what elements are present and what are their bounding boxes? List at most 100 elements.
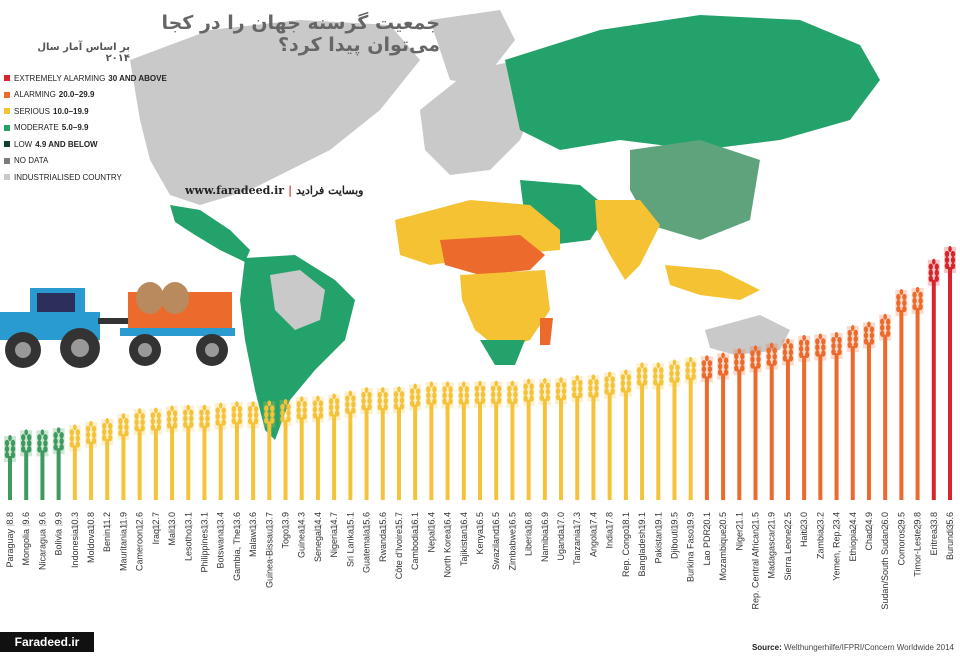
- category-label: Nepal: [426, 529, 436, 553]
- grain-tip: [299, 396, 304, 403]
- grain: [69, 429, 75, 436]
- grain: [555, 387, 561, 395]
- value-label: 16.5: [507, 512, 517, 530]
- bar: [830, 332, 843, 500]
- grain: [426, 398, 431, 405]
- category-label: Togo: [281, 529, 291, 549]
- label-separator: |: [881, 524, 890, 526]
- grain: [734, 359, 739, 366]
- category-label: Rwanda: [378, 529, 388, 562]
- grain-tip: [753, 345, 758, 352]
- value-label: 13.9: [281, 512, 291, 530]
- bar: [247, 401, 260, 500]
- grain: [172, 410, 178, 417]
- category-label: Mali: [167, 529, 177, 546]
- map-south-america: [240, 255, 355, 440]
- category-label: Nigeria: [329, 529, 339, 558]
- category-label: Angola: [588, 529, 598, 557]
- label-separator: |: [752, 524, 761, 526]
- grain: [539, 382, 545, 390]
- label-separator: |: [525, 524, 534, 526]
- grain: [529, 389, 534, 396]
- grain: [950, 256, 956, 264]
- value-label: 26.0: [880, 512, 890, 530]
- bar: [279, 399, 292, 500]
- legend-range: 30 AND ABOVE: [108, 73, 167, 83]
- label-separator: |: [897, 524, 906, 526]
- grain: [934, 263, 939, 270]
- grain-tip: [283, 399, 288, 406]
- grain: [231, 411, 237, 419]
- label-separator: |: [282, 524, 291, 526]
- grain: [361, 397, 366, 405]
- bar: [490, 380, 503, 500]
- grain: [189, 421, 194, 428]
- grain: [286, 415, 291, 423]
- grain: [53, 432, 58, 439]
- category-label: Sri Lanka: [345, 529, 355, 567]
- grain: [189, 409, 194, 416]
- website-url[interactable]: www.faradeed.ir: [185, 184, 285, 197]
- bar-stem: [510, 401, 515, 500]
- bar-stem: [753, 366, 758, 500]
- grain: [367, 403, 372, 411]
- grain: [4, 451, 10, 459]
- grain: [529, 395, 534, 402]
- grain: [788, 355, 794, 362]
- bar: [587, 374, 600, 500]
- label-separator: |: [184, 524, 193, 526]
- bar: [36, 429, 49, 500]
- grain: [399, 403, 405, 410]
- value-label: 21.5: [751, 512, 761, 530]
- grain-tip: [429, 381, 434, 388]
- grain: [59, 432, 64, 439]
- grain-tip: [543, 377, 547, 384]
- legend-name: LOW: [14, 139, 33, 149]
- value-label: 17.8: [605, 512, 615, 530]
- bar: [538, 377, 551, 500]
- bar: [85, 420, 98, 500]
- website-credit: www.faradeed.ir | وبسایت فرادید: [185, 184, 363, 197]
- map-russia: [505, 15, 880, 150]
- grain: [804, 345, 810, 353]
- grain: [312, 406, 318, 413]
- grain: [474, 385, 480, 392]
- grain-tip: [850, 324, 855, 331]
- grain: [879, 318, 885, 325]
- grain: [183, 409, 188, 416]
- grain-tip: [899, 289, 904, 296]
- legend-item: MODERATE 5.0–9.9: [4, 120, 167, 137]
- legend-name: EXTREMELY ALARMING: [14, 73, 106, 83]
- grain: [772, 359, 777, 366]
- value-label: 15.7: [394, 512, 404, 530]
- grain-tip: [526, 378, 531, 385]
- grain: [626, 386, 632, 393]
- value-labels: 8.8|9.6|9.6|9.9| 10.3| 10.8| 11.2| 11.9| 12.6…: [5, 512, 955, 530]
- grain: [134, 418, 139, 426]
- category-label: Burundi: [945, 529, 955, 560]
- bar: [684, 356, 697, 500]
- grain: [497, 391, 502, 398]
- grain: [231, 417, 237, 425]
- value-label: 13.7: [264, 512, 274, 530]
- grain: [399, 391, 405, 398]
- tractor-illustration: [0, 282, 235, 368]
- legend-swatch: [4, 141, 10, 148]
- bar: [376, 387, 389, 500]
- grain: [442, 386, 447, 393]
- bar-series: [4, 246, 956, 500]
- grain: [653, 373, 658, 380]
- map-southeast-asia: [665, 265, 760, 300]
- grain: [798, 345, 804, 353]
- grain: [675, 370, 680, 377]
- bar-stem: [575, 396, 580, 500]
- grain-tip: [73, 424, 77, 431]
- grain: [837, 342, 842, 350]
- grain: [750, 350, 755, 357]
- grain: [798, 351, 804, 359]
- grain: [59, 438, 64, 445]
- bar-stem: [721, 373, 726, 500]
- label-separator: |: [200, 524, 209, 526]
- grain: [124, 417, 129, 425]
- grain: [669, 376, 674, 383]
